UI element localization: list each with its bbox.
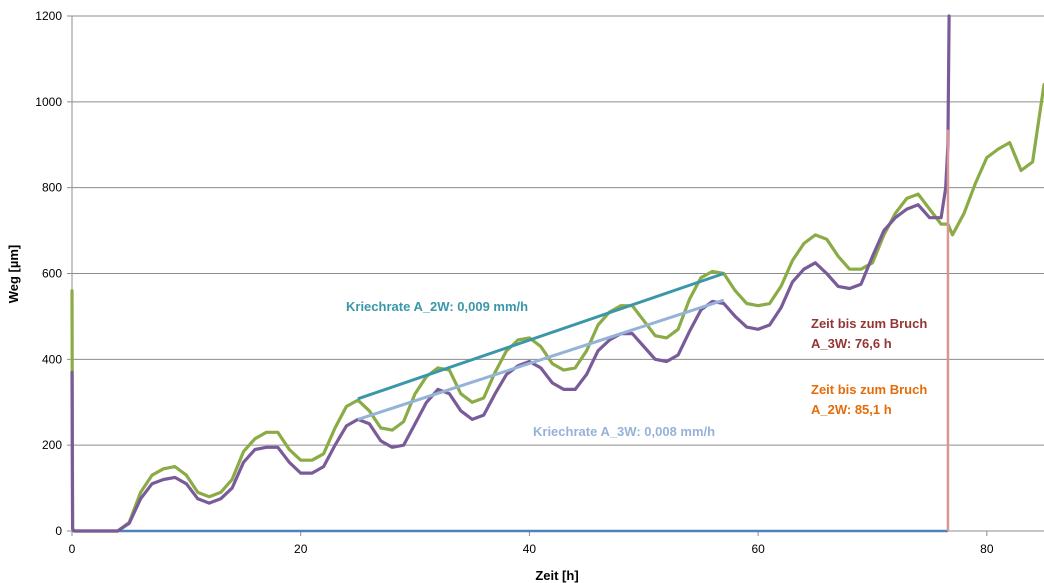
y-tick-label-200: 200 [42, 438, 62, 452]
y-tick-labels: 0 200 400 600 800 1000 1200 [35, 9, 62, 538]
y-tick-label-400: 400 [42, 352, 62, 366]
annotation-kriechrate-2w: Kriechrate A_2W: 0,009 mm/h [346, 299, 528, 314]
y-tick-label-1000: 1000 [35, 95, 62, 109]
axes [67, 15, 1044, 536]
x-tick-label-0: 0 [69, 542, 76, 556]
y-axis-title: Weg [µm] [6, 245, 21, 304]
annotation-bruch-2w-line2: A_2W: 85,1 h [811, 402, 892, 417]
y-tick-label-0: 0 [55, 524, 62, 538]
x-tick-label-60: 60 [751, 542, 765, 556]
y-tick-label-600: 600 [42, 267, 62, 281]
annotation-kriechrate-3w: Kriechrate A_3W: 0,008 mm/h [533, 424, 715, 439]
x-tick-labels: 0 20 40 60 80 [69, 542, 994, 556]
x-axis-title: Zeit [h] [535, 568, 578, 583]
annotation-bruch-3w-line1: Zeit bis zum Bruch [811, 316, 927, 331]
trendline-kriech-3w [357, 298, 725, 421]
y-tick-label-800: 800 [42, 181, 62, 195]
x-tick-label-40: 40 [523, 542, 537, 556]
series-line-a_2w [70, 83, 1044, 533]
series-lines [70, 14, 1044, 533]
annotation-bruch-3w-line2: A_3W: 76,6 h [811, 336, 892, 351]
trendline-kriech-2w [357, 272, 725, 401]
annotation-bruch-2w-line1: Zeit bis zum Bruch [811, 382, 927, 397]
y-tick-label-1200: 1200 [35, 9, 62, 23]
x-tick-label-20: 20 [294, 542, 308, 556]
series-line-a_3w [70, 14, 951, 533]
x-tick-label-80: 80 [980, 542, 994, 556]
gridlines [72, 15, 1044, 446]
